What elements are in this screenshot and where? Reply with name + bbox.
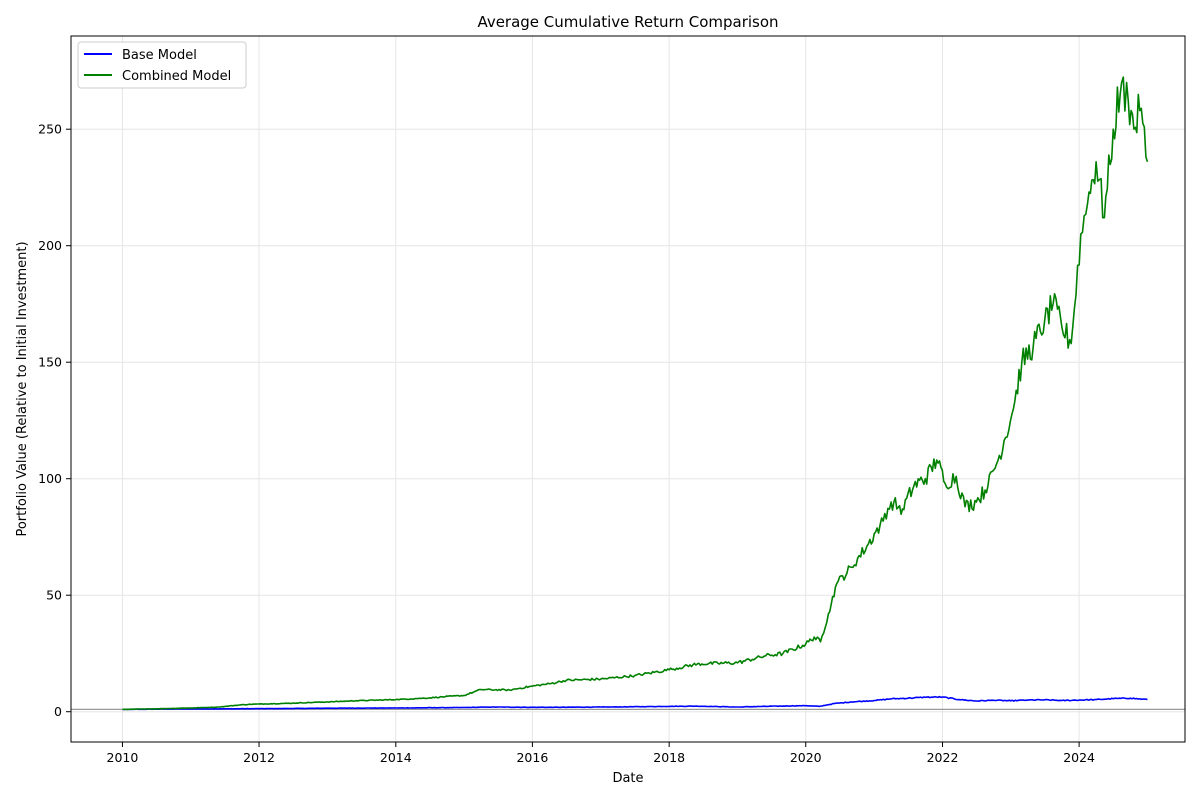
chart-title: Average Cumulative Return Comparison (477, 13, 778, 31)
y-axis: 0 50 100 150 200 250 (38, 122, 71, 719)
x-axis: 2010 2012 2014 2016 2018 2020 2022 2024 (107, 742, 1095, 765)
series-line-base-model (122, 695, 1148, 711)
y-tick-label: 150 (38, 355, 62, 370)
x-tick-label: 2012 (243, 750, 275, 765)
x-tick-label: 2010 (107, 750, 139, 765)
legend-box (77, 41, 247, 89)
grid (71, 36, 1185, 742)
x-axis-title: Date (612, 771, 643, 786)
x-tick-label: 2022 (927, 750, 959, 765)
legend: Base Model Combined Model (77, 41, 247, 89)
legend-label-combined: Combined Model (122, 69, 231, 84)
legend-label-base: Base Model (122, 48, 197, 63)
y-tick-label: 200 (38, 238, 62, 253)
series-line-combined-model (122, 76, 1149, 711)
x-tick-label: 2024 (1063, 750, 1095, 765)
x-tick-label: 2016 (516, 750, 548, 765)
x-tick-label: 2014 (380, 750, 412, 765)
y-tick-label: 100 (38, 471, 62, 486)
x-tick-label: 2018 (653, 750, 685, 765)
series-layer (122, 76, 1149, 711)
x-tick-label: 2020 (790, 750, 822, 765)
y-axis-title: Portfolio Value (Relative to Initial Inv… (15, 241, 30, 536)
y-tick-label: 50 (46, 588, 62, 603)
plot-frame (70, 35, 1186, 743)
y-tick-label: 250 (38, 122, 62, 137)
y-tick-label: 0 (54, 704, 62, 719)
